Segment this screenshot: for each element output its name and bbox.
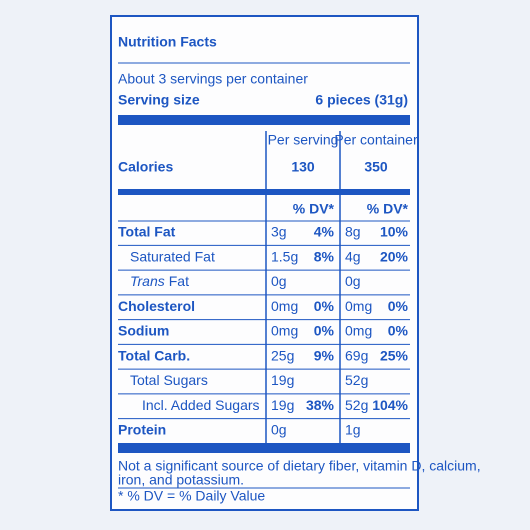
amount: 8g — [345, 224, 361, 240]
serving-size-label: Serving size — [118, 92, 200, 108]
amount: 0mg — [345, 323, 372, 339]
nutrient-name: Total Sugars — [130, 372, 208, 388]
nutrient-name: Sodium — [118, 323, 169, 339]
amount: 0g — [345, 273, 361, 289]
amount: 4g — [345, 248, 361, 264]
nutrient-name: Total Carb. — [118, 347, 190, 363]
nutrient-name: Cholesterol — [118, 298, 195, 314]
daily-value: 0% — [388, 298, 409, 314]
daily-value: 38% — [306, 397, 335, 413]
nutrient-name: Total Fat — [118, 224, 176, 240]
dv-header: % DV* — [367, 201, 409, 217]
amount: 0g — [271, 273, 287, 289]
nutrient-name: Incl. Added Sugars — [142, 397, 260, 413]
footnote: Not a significant source of dietary fibe… — [118, 458, 481, 474]
nutrient-name: Trans — [130, 273, 165, 289]
amount: 0mg — [271, 323, 298, 339]
dv-header: % DV* — [293, 201, 335, 217]
daily-value: 20% — [380, 248, 409, 264]
daily-value: 25% — [380, 347, 409, 363]
daily-value: 10% — [380, 224, 409, 240]
amount: 69g — [345, 347, 368, 363]
amount: 52g — [345, 372, 368, 388]
label-box — [110, 15, 419, 511]
amount: 0mg — [271, 298, 298, 314]
calories-label: Calories — [118, 159, 173, 175]
daily-value: 9% — [314, 347, 335, 363]
calories-value: 350 — [364, 159, 388, 175]
daily-value: 4% — [314, 224, 335, 240]
amount: 0g — [271, 422, 287, 438]
medium-bar — [118, 189, 410, 195]
nutrient-name: Fat — [169, 273, 189, 289]
daily-value: 104% — [372, 397, 408, 413]
dv-note: * % DV = % Daily Value — [118, 488, 265, 504]
column-header: Per container — [334, 132, 418, 148]
title: Nutrition Facts — [118, 34, 217, 50]
column-header: Per serving — [268, 132, 339, 148]
nutrient-name: Saturated Fat — [130, 248, 215, 264]
amount: 52g — [345, 397, 368, 413]
footnote: iron, and potassium. — [118, 472, 244, 488]
amount: 3g — [271, 224, 287, 240]
amount: 1g — [345, 422, 361, 438]
thick-bar — [118, 115, 410, 125]
amount: 1.5g — [271, 248, 298, 264]
daily-value: 0% — [388, 323, 409, 339]
servings: About 3 servings per container — [118, 71, 308, 87]
nutrient-name: Protein — [118, 422, 166, 438]
calories-value: 130 — [291, 159, 315, 175]
daily-value: 0% — [314, 298, 335, 314]
amount: 19g — [271, 397, 294, 413]
amount: 19g — [271, 372, 294, 388]
daily-value: 8% — [314, 248, 335, 264]
amount: 0mg — [345, 298, 372, 314]
serving-size-value: 6 pieces (31g) — [315, 92, 408, 108]
amount: 25g — [271, 347, 294, 363]
thick-bar — [118, 443, 410, 453]
daily-value: 0% — [314, 323, 335, 339]
